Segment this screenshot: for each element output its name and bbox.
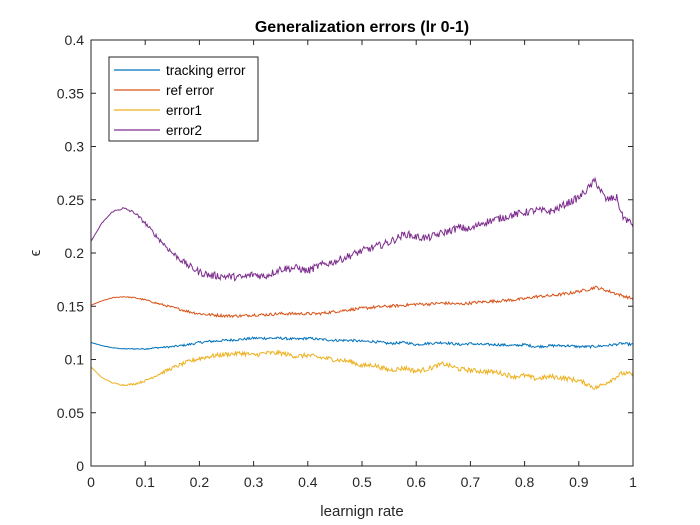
y-tick-label: 0.35 xyxy=(57,85,84,101)
y-tick-label: 0.05 xyxy=(57,405,84,421)
y-axis-label: ϵ xyxy=(27,249,44,256)
y-tick-label: 0.2 xyxy=(65,245,85,261)
legend: tracking error ref error error1 error2 xyxy=(108,56,259,142)
legend-label-tracking-error: tracking error xyxy=(166,63,246,78)
legend-label-error1: error1 xyxy=(166,103,202,118)
x-tick-label: 1 xyxy=(629,474,637,490)
series-line-error1 xyxy=(90,349,634,391)
y-tick-label: 0.15 xyxy=(57,298,84,314)
x-tick-label: 0.8 xyxy=(515,474,535,490)
x-tick-label: 0.9 xyxy=(569,474,589,490)
legend-label-ref-error: ref error xyxy=(166,83,215,98)
legend-label-error2: error2 xyxy=(166,123,202,138)
x-tick-label: 0.4 xyxy=(298,474,318,490)
series-line-error2 xyxy=(90,176,634,282)
x-tick-label: 0.6 xyxy=(406,474,426,490)
x-tick-label: 0.2 xyxy=(190,474,210,490)
x-axis-label: learnign rate xyxy=(320,503,403,520)
y-tick-label: 0.3 xyxy=(65,139,85,155)
x-tick-label: 0.3 xyxy=(244,474,264,490)
series-line-ref-error xyxy=(90,285,634,319)
y-tick-label: 0.25 xyxy=(57,192,84,208)
x-tick-label: 0 xyxy=(87,474,95,490)
x-tick-label: 0.7 xyxy=(461,474,481,490)
x-tick-label: 0.5 xyxy=(352,474,372,490)
legend-box xyxy=(108,56,259,142)
y-tick-label: 0 xyxy=(76,458,84,474)
ticks-layer: 0 0.1 0.2 0.3 0.4 0.5 0.6 0.7 0.8 0.9 1 0 0.05 0.1 0.1… xyxy=(57,32,637,490)
series-layer xyxy=(90,176,634,391)
y-tick-label: 0.4 xyxy=(65,32,85,48)
x-tick-label: 0.1 xyxy=(135,474,155,490)
chart-title: Generalization errors (lr 0-1) xyxy=(255,19,469,36)
series-line-tracking-error xyxy=(90,336,634,350)
y-tick-label: 0.1 xyxy=(65,352,85,368)
